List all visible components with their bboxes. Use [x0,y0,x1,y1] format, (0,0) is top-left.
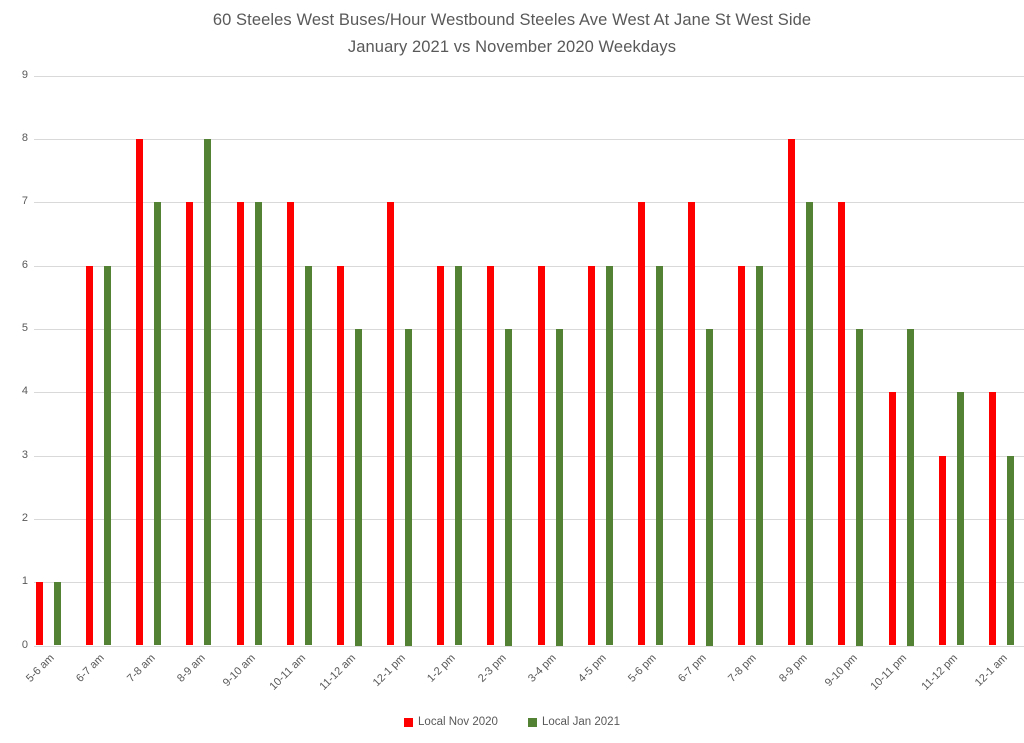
gridline-y-3 [34,455,1024,457]
x-axis-tick-label: 12-1 pm [371,652,409,690]
y-axis-tick-label: 2 [21,511,28,524]
bar-local-nov-2020 [637,202,645,646]
x-axis-tick-label: 10-11 pm [868,652,910,693]
bar-local-nov-2020 [36,582,43,646]
y-axis-tick-label: 5 [21,322,28,334]
x-axis-tick-label: 3-4 pm [525,652,559,685]
y-axis-tick-label: 3 [21,448,28,461]
x-axis-tick-label: 9-10 pm [822,652,860,690]
legend-item-local-nov-2020: Local Nov 2020 [404,716,498,728]
bar-local-nov-2020 [838,202,846,646]
bar-local-jan-2021 [806,202,814,646]
bar-local-nov-2020 [286,202,294,646]
x-axis-tick-label: 8-9 pm [776,652,810,685]
x-axis-tick-label: 5-6 pm [626,652,659,685]
legend-label: Local Jan 2021 [541,716,620,728]
bar-local-jan-2021 [204,139,212,646]
bar-local-nov-2020 [387,202,395,646]
x-axis-tick-label: 10-11 am [266,652,308,693]
bar-local-nov-2020 [888,392,896,646]
y-axis-tick-label: 9 [21,68,28,81]
bar-local-nov-2020 [437,265,445,646]
bar-local-nov-2020 [136,139,144,646]
bar-local-jan-2021 [756,265,764,646]
bar-local-jan-2021 [455,265,463,646]
x-axis-tick-label: 11-12 pm [918,652,960,693]
x-axis-tick-label: 7-8 am [124,652,158,685]
bar-local-jan-2021 [555,329,563,646]
gridline-y-7 [34,202,1024,204]
gridline-y-1 [34,582,1024,584]
bar-local-jan-2021 [705,329,713,646]
x-axis-tick-label: 7-8 pm [726,652,760,685]
legend: Local Nov 2020 Local Jan 2021 [0,716,1024,728]
chart-title: 60 Steeles West Buses/Hour Westbound Ste… [0,7,1024,61]
bar-local-nov-2020 [738,265,746,646]
x-axis-tick-label: 6-7 am [74,652,108,685]
legend-label: Local Nov 2020 [418,716,498,728]
bar-local-nov-2020 [537,265,545,646]
gridline-y-5 [34,329,1024,330]
gridline-y-9 [34,75,1024,77]
bar-local-jan-2021 [1006,455,1014,646]
bar-local-jan-2021 [405,329,413,646]
bar-local-jan-2021 [54,582,61,646]
bar-local-jan-2021 [906,329,914,646]
x-axis-tick-label: 1-2 pm [425,652,459,685]
chart-title-line1: 60 Steeles West Buses/Hour Westbound Ste… [212,11,812,29]
y-axis-tick-label: 1 [21,575,28,588]
legend-item-local-jan-2021: Local Jan 2021 [527,716,620,728]
x-axis-tick-label: 4-5 pm [575,652,609,685]
gridline-y-8 [34,139,1024,141]
x-axis-tick-label: 8-9 am [174,652,208,685]
bar-local-jan-2021 [605,265,613,646]
bar-local-nov-2020 [336,265,344,646]
chart-title-line2: January 2021 vs November 2020 Weekdays [347,38,677,56]
x-axis-tick-label: 12-1 am [972,652,1010,690]
bar-local-nov-2020 [236,202,244,646]
gridline-y-2 [34,518,1024,520]
bar-local-jan-2021 [254,202,262,646]
x-axis-tick-label: 6-7 pm [676,652,709,685]
bar-local-nov-2020 [938,455,946,646]
bar-local-nov-2020 [788,139,796,646]
y-axis-tick-label: 4 [21,385,28,398]
bar-local-jan-2021 [354,329,362,646]
bar-local-jan-2021 [856,329,864,646]
bar-local-nov-2020 [487,265,495,646]
bar-local-nov-2020 [687,202,695,646]
gridline-y-6 [34,265,1024,267]
x-axis-tick-label: 5-6 am [24,652,57,685]
gridline-y-0 [34,645,1024,647]
x-axis-tick-label: 2-3 pm [475,652,509,685]
x-axis-tick-label: 9-10 am [220,652,258,690]
bar-local-nov-2020 [186,202,194,646]
x-axis-tick-label: 11-12 am [317,652,358,693]
bar-local-jan-2021 [104,265,112,646]
bar-local-nov-2020 [86,265,94,646]
bar-local-jan-2021 [655,265,663,646]
bar-local-jan-2021 [956,392,964,646]
y-axis-tick-label: 7 [21,195,28,208]
y-axis-tick-label: 0 [21,638,28,651]
bar-local-jan-2021 [304,265,312,646]
bar-local-nov-2020 [587,265,595,646]
bar-local-nov-2020 [988,392,996,646]
bar-local-jan-2021 [154,202,162,646]
legend-swatch-icon [527,717,537,727]
y-axis-tick-label: 8 [21,132,28,145]
gridline-y-4 [34,392,1024,394]
y-axis-tick-label: 6 [21,258,28,271]
bar-local-jan-2021 [505,329,513,646]
legend-swatch-icon [404,717,414,727]
